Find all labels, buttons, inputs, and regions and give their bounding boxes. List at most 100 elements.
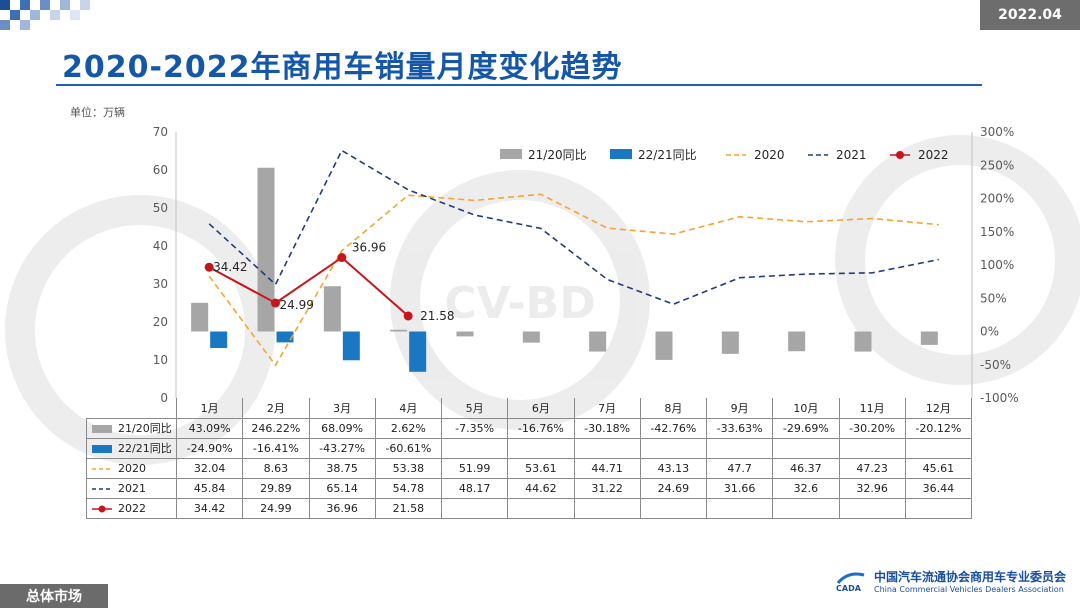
table-cell: -20.12% [904,417,973,439]
table-cell: 24.69 [639,477,708,499]
table-cell: 34.42 [175,497,244,519]
bar-21-20 [589,331,607,352]
table-month-header: 4月 [374,398,443,419]
right-tick-label: -100% [980,391,1019,405]
table-cell: 46.37 [772,457,840,479]
table-cell: -30.20% [838,417,906,439]
bar-21-20 [522,331,540,343]
table-cell [440,437,509,459]
table-cell: 44.62 [507,477,575,499]
table-row: 2022 34.42 24.99 36.96 21.58 [86,497,973,519]
org-name-cn: 中国汽车流通协会商用车专业委员会 [873,570,1066,584]
table-cell: 32.96 [838,477,906,499]
table-cell: -30.18% [573,417,641,439]
legend-swatch-bar [610,149,632,159]
table-cell [705,497,774,519]
table-cell: 36.96 [308,497,376,519]
legend-label: 2020 [754,148,785,162]
right-tick-label: 250% [980,158,1014,172]
date-badge: 2022.04 [980,0,1080,30]
table-month-header: 10月 [772,398,840,419]
bar-22-21 [210,331,228,349]
table-series-label: 2020 [86,457,177,479]
table-cell: 47.23 [838,457,906,479]
table-cell [440,497,509,519]
bar-21-20 [920,331,938,345]
table-corner [86,398,177,418]
table-month-header: 7月 [573,398,641,419]
table-cell [639,437,708,459]
bar-22-21 [276,331,294,343]
table-cell: 45.84 [175,477,244,499]
legend-swatch-bar [500,149,522,159]
table-cell: -16.41% [242,437,310,459]
table-month-header: 11月 [838,398,906,419]
table-row: 21/20同比 43.09% 246.22% 68.09% 2.62% -7.35% -16… [86,417,973,439]
right-tick-label: -50% [980,358,1011,372]
watermark-text: CV-BD [444,278,595,329]
table-cell: 44.71 [573,457,641,479]
table-cell: 65.14 [308,477,376,499]
table-cell: 21.58 [374,497,443,519]
point-2022 [204,262,214,272]
table-cell: 36.44 [904,477,973,499]
point-2022 [271,298,280,308]
table-month-header: 12月 [904,398,973,419]
right-tick-label: 50% [980,291,1007,305]
bar-22-21 [342,331,360,361]
logo-abbr: CADA [836,584,862,593]
legend-label: 2022 [918,148,949,162]
data-label-2022: 34.42 [213,260,247,274]
table-cell: 53.38 [374,457,443,479]
table-cell [573,497,641,519]
line-2022 [208,256,409,317]
page-title: 2020-2022年商用车销量月度变化趋势 [62,50,623,85]
cada-logo-icon: CADA [836,572,865,593]
data-table: 1月 2月 3月 4月 5月 6月 7月 8月 9月 10月 11月 12月 21/20同比 43.09%… [86,398,973,519]
table-cell [838,497,906,519]
table-cell: 53.61 [507,457,575,479]
table-legend-key [92,505,112,512]
table-month-header: 3月 [308,398,376,419]
bar-21-20 [721,331,739,354]
table-cell: 246.22% [242,417,310,439]
table-cell: 31.22 [573,477,641,499]
table-series-label: 2022 [86,497,177,519]
bar-21-20 [191,302,209,332]
table-cell [573,437,641,459]
bar-21-20 [854,331,872,352]
right-tick-label: 100% [980,258,1014,272]
left-tick-label: 20 [153,315,168,329]
bar-21-20 [390,329,408,332]
right-tick-label: 0% [980,325,999,339]
corner-decoration [0,0,90,30]
left-tick-label: 70 [153,125,168,139]
table-cell: -7.35% [440,417,509,439]
table-month-header: 6月 [507,398,575,419]
unit-label: 单位：万辆 [70,106,125,119]
table-series-label: 2021 [86,477,177,499]
table-cell: -33.63% [705,417,774,439]
line-2020 [208,193,939,367]
table-cell: -29.69% [772,417,840,439]
section-tag: 总体市场 [0,584,108,608]
data-label-2022: 21.58 [420,309,454,323]
bar-21-20 [655,331,673,360]
table-row: 2020 32.04 8.63 38.75 53.38 51.99 53.61 44.71 43… [86,457,973,479]
left-tick-label: 40 [153,239,168,253]
table-cell: 45.61 [904,457,973,479]
data-label-2022: 24.99 [280,298,314,312]
table-cell: -24.90% [175,437,244,459]
data-label-2022: 36.96 [352,241,386,255]
table-cell: 24.99 [242,497,310,519]
left-tick-label: 50 [153,201,168,215]
left-tick-label: 30 [153,277,168,291]
bar-21-20 [257,167,275,332]
table-cell: 68.09% [308,417,376,439]
table-cell: 8.63 [242,457,310,479]
table-cell [772,497,840,519]
table-cell: 2.62% [374,417,443,439]
table-cell: 54.78 [374,477,443,499]
right-tick-label: 300% [980,125,1014,139]
